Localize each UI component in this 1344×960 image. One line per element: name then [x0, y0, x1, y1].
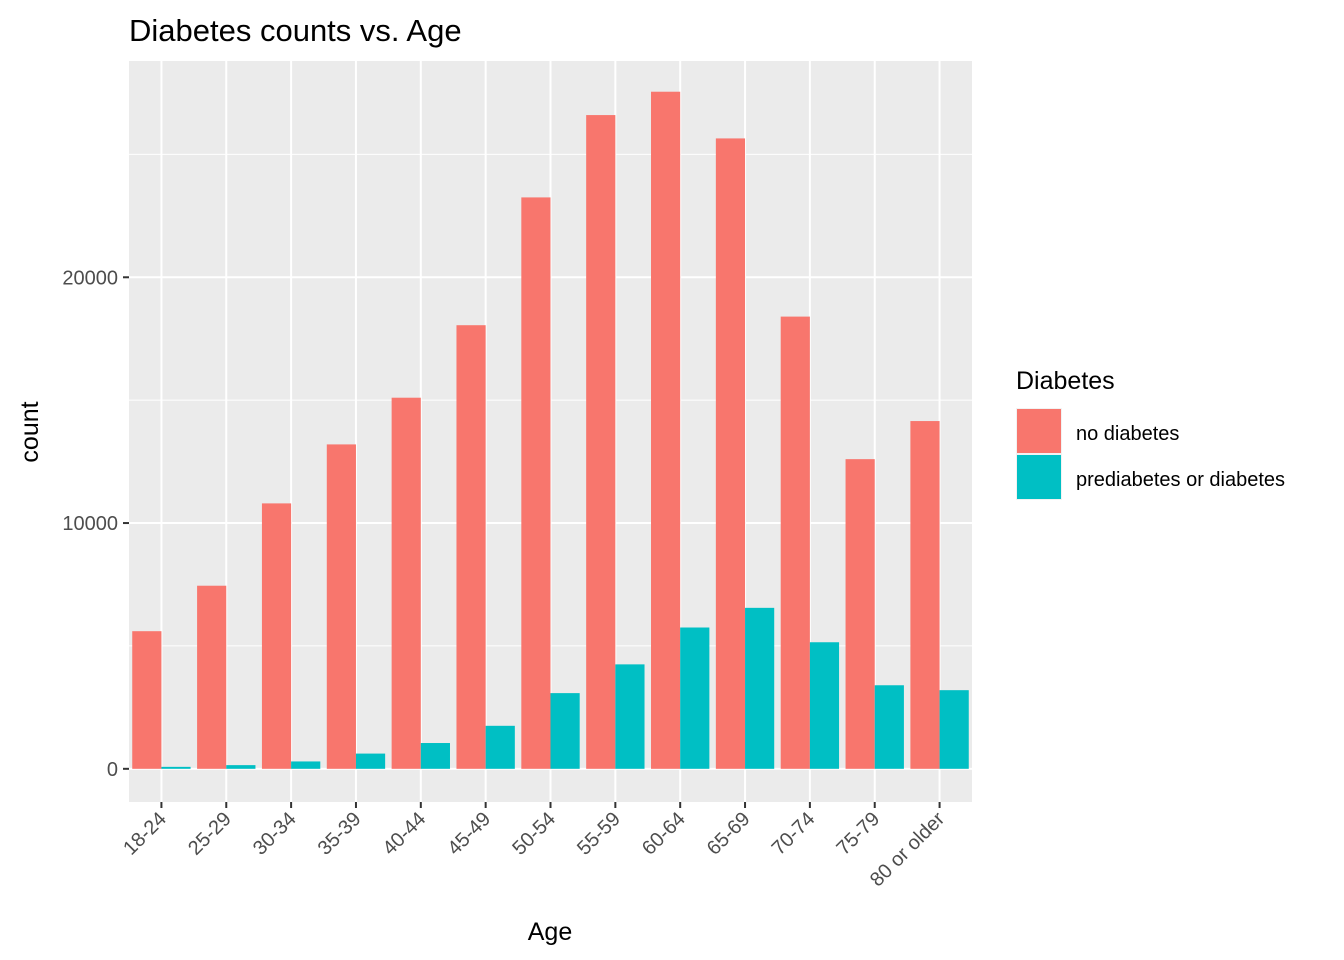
bar — [355, 753, 386, 769]
legend-key-swatch — [1017, 455, 1061, 499]
bar — [420, 743, 450, 769]
bar — [550, 693, 580, 769]
bar — [197, 585, 227, 769]
bar — [910, 421, 940, 769]
x-tick-label: 55-59 — [573, 808, 625, 860]
legend-key-swatch — [1017, 409, 1061, 453]
legend-label: prediabetes or diabetes — [1076, 469, 1285, 491]
bar — [809, 642, 840, 769]
bar — [391, 397, 421, 769]
x-tick-label: 60-64 — [638, 808, 690, 860]
x-tick-label: 65-69 — [703, 808, 755, 860]
bar — [485, 725, 515, 769]
bar — [132, 631, 162, 769]
legend-title: Diabetes — [1016, 367, 1115, 395]
x-tick-label: 50-54 — [508, 808, 560, 860]
bar — [874, 685, 904, 769]
x-tick-label: 45-49 — [443, 808, 495, 860]
x-tick-label: 70-74 — [768, 808, 820, 860]
legend: Diabetes no diabetes prediabetes or diabe… — [1016, 367, 1285, 500]
x-tick-label: 30-34 — [249, 808, 301, 860]
bar — [291, 761, 321, 769]
x-tick-label: 35-39 — [314, 808, 366, 860]
bar — [226, 765, 256, 769]
bar — [615, 664, 645, 769]
y-tick-label: 20000 — [62, 267, 118, 289]
y-tick-label: 0 — [107, 759, 118, 781]
x-tick-label: 25-29 — [184, 808, 236, 860]
bar — [680, 627, 710, 769]
bar — [939, 690, 969, 769]
y-tick-label: 10000 — [62, 513, 118, 535]
x-tick-label: 40-44 — [379, 808, 431, 860]
chart-title: Diabetes counts vs. Age — [129, 13, 462, 48]
y-axis: 0 10000 20000 — [62, 267, 129, 781]
legend-label: no diabetes — [1076, 423, 1179, 445]
bar — [715, 138, 746, 769]
bar — [745, 607, 775, 769]
x-axis: 18-24 25-29 30-34 35-39 40-44 45-49 50-54 55-59… — [119, 802, 949, 891]
bar — [780, 316, 810, 769]
bars — [132, 91, 969, 769]
bar — [161, 766, 191, 769]
bar — [521, 197, 551, 769]
bar — [326, 444, 356, 769]
bar — [586, 115, 616, 769]
bar — [261, 503, 292, 769]
x-axis-label: Age — [528, 918, 572, 946]
x-tick-label: 18-24 — [119, 808, 171, 860]
bar — [651, 91, 681, 769]
bar — [456, 325, 486, 769]
bar — [845, 459, 875, 769]
x-tick-label: 75-79 — [833, 808, 885, 860]
y-axis-label: count — [16, 401, 44, 462]
